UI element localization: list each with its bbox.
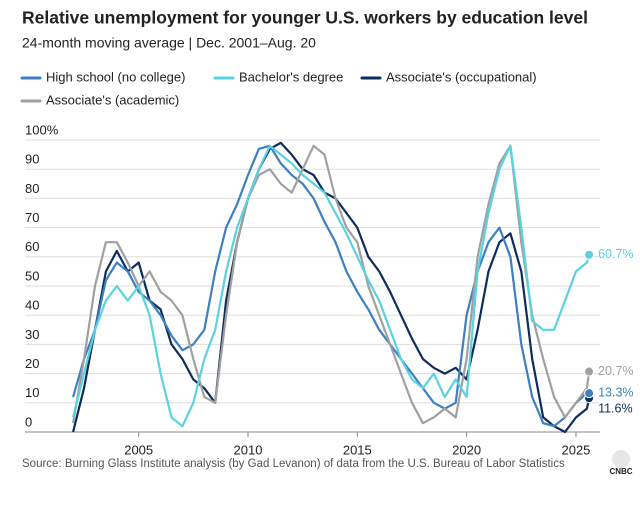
y-tick-label: 50 <box>25 268 39 283</box>
end-marker <box>584 249 595 260</box>
end-label: 60.7% <box>598 247 633 261</box>
y-tick-label: 60 <box>25 239 39 254</box>
legend-label: Bachelor's degree <box>239 69 343 84</box>
series-line <box>72 141 591 434</box>
y-tick-label: 30 <box>25 327 39 342</box>
legend-label: Associate's (academic) <box>46 92 179 107</box>
series-line <box>72 144 590 428</box>
y-tick-label: 0 <box>25 414 32 429</box>
end-label: 20.7% <box>598 364 633 378</box>
y-tick-label: 20 <box>25 356 39 371</box>
x-tick-label: 2010 <box>234 442 263 457</box>
y-tick-label: 10 <box>25 385 39 400</box>
end-marker <box>584 388 595 399</box>
legend-label: High school (no college) <box>46 69 185 84</box>
series-line <box>72 144 591 425</box>
x-tick-label: 2015 <box>343 442 372 457</box>
source-note: Source: Burning Glass Institute analysis… <box>22 458 565 470</box>
y-tick-label: 40 <box>25 298 39 313</box>
x-tick-label: 2025 <box>561 442 590 457</box>
end-marker <box>584 366 595 377</box>
y-tick-label: 100% <box>25 122 59 137</box>
x-tick-label: 2020 <box>452 442 481 457</box>
end-label: 11.6% <box>598 401 633 415</box>
logo-text: CNBC <box>609 467 632 476</box>
legend-label: Associate's (occupational) <box>386 69 537 84</box>
y-tick-label: 80 <box>25 181 39 196</box>
chart-subtitle: 24-month moving average | Dec. 2001–Aug.… <box>22 35 316 51</box>
end-label: 13.3% <box>598 385 633 399</box>
series-line <box>72 144 591 428</box>
chart-title: Relative unemployment for younger U.S. w… <box>22 8 588 28</box>
x-tick-label: 2005 <box>124 442 153 457</box>
y-tick-label: 70 <box>25 210 39 225</box>
logo-icon <box>612 450 630 468</box>
y-tick-label: 90 <box>25 152 39 167</box>
